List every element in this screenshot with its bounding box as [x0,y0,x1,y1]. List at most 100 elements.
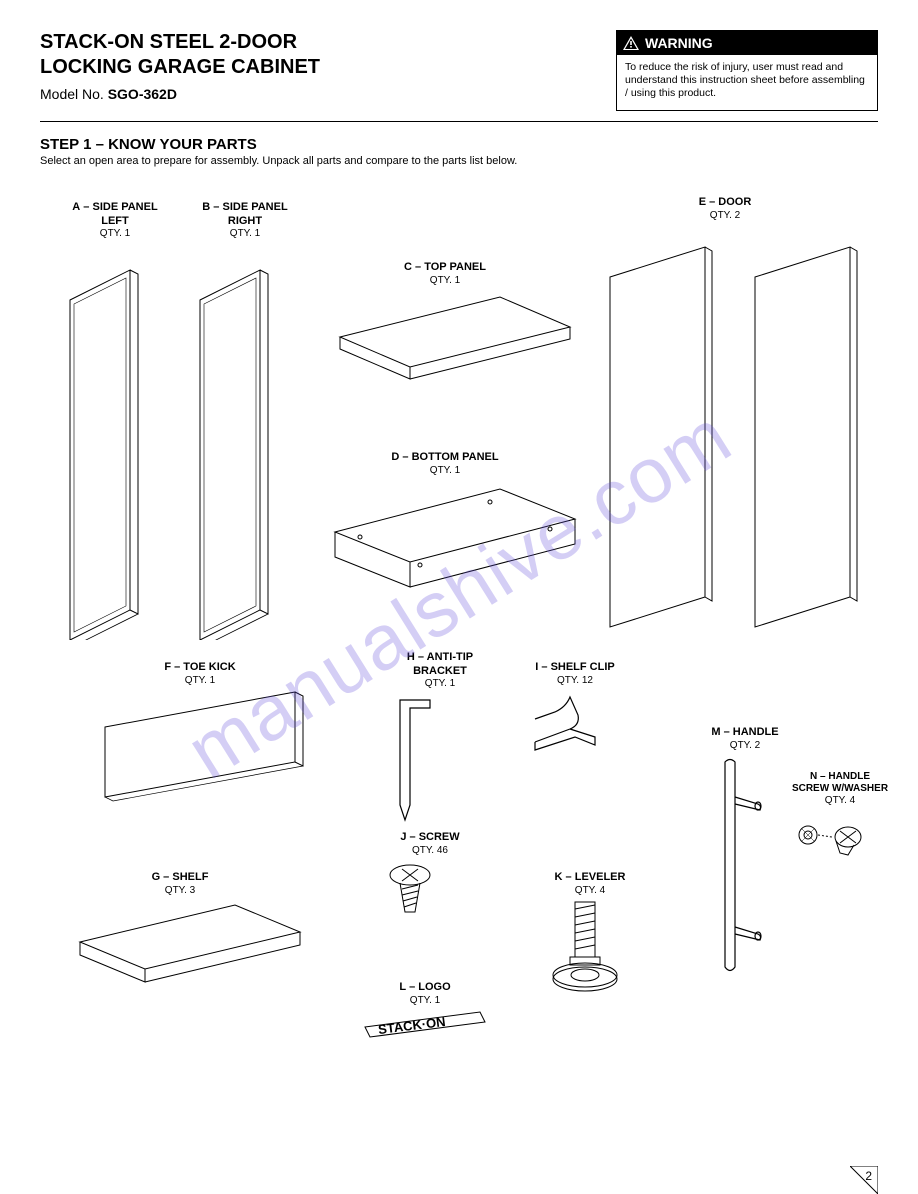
part-f-name: TOE KICK [183,661,235,673]
part-g-qty: 3 [190,885,196,896]
divider [40,121,878,122]
part-e-qty: 2 [735,210,741,221]
part-h-qty: 1 [450,678,456,689]
part-n-label: N – HANDLE SCREW W/WASHER QTY. 4 [790,771,890,807]
part-f-label: F – TOE KICK QTY. 1 [95,661,305,686]
part-d-qty: 1 [455,465,461,476]
part-b-name: SIDE PANEL RIGHT [222,201,287,226]
part-g-svg [70,897,310,1007]
part-d: D – BOTTOM PANEL QTY. 1 [325,451,585,616]
part-f: F – TOE KICK QTY. 1 [95,661,325,806]
svg-text:STACK·ON: STACK·ON [377,1013,446,1036]
part-g: G – SHELF QTY. 3 [70,871,310,1006]
part-c-qty: 1 [455,275,461,286]
part-c-svg [330,287,580,407]
part-k-svg [540,897,630,1007]
parts-diagram: A – SIDE PANEL LEFT QTY. 1 B – SIDE PANE… [40,171,878,1091]
part-l-id: L [399,981,406,993]
part-j-name: SCREW [419,831,460,843]
part-l-qty: 1 [435,995,441,1006]
part-a-id: A [72,201,80,213]
model-label: Model No. [40,86,104,102]
warning-icon [623,36,639,50]
part-m-qty: 2 [755,740,761,751]
product-title: STACK-ON STEEL 2-DOOR LOCKING GARAGE CAB… [40,30,320,80]
part-l-svg: STACK·ON [360,1007,500,1052]
part-f-qty: 1 [210,675,216,686]
warning-heading: WARNING [645,35,713,51]
warning-header: WARNING [617,31,877,55]
part-j-id: J [400,831,406,843]
page-number: 2 [865,1169,872,1183]
part-a: A – SIDE PANEL LEFT QTY. 1 [60,201,170,639]
part-i-id: I [535,661,538,673]
part-e-label: E – DOOR QTY. 2 [595,196,855,221]
part-e: E – DOOR QTY. 2 [595,196,875,631]
part-m: M – HANDLE QTY. 2 [700,726,790,981]
part-b: B – SIDE PANEL RIGHT QTY. 1 [190,201,300,639]
part-f-svg [95,687,325,807]
part-j: J – SCREW QTY. 46 [380,831,480,926]
part-e-id: E [699,196,706,208]
part-l-label: L – LOGO QTY. 1 [360,981,490,1006]
title-block: STACK-ON STEEL 2-DOOR LOCKING GARAGE CAB… [40,30,320,102]
part-b-qty: 1 [255,228,261,239]
part-m-label: M – HANDLE QTY. 2 [700,726,790,751]
part-b-svg [190,240,300,640]
part-m-svg [700,752,780,982]
part-c-name: TOP PANEL [424,261,486,273]
page: STACK-ON STEEL 2-DOOR LOCKING GARAGE CAB… [0,0,918,1188]
part-h-id: H [407,651,415,663]
part-b-label: B – SIDE PANEL RIGHT QTY. 1 [190,201,300,239]
part-j-label: J – SCREW QTY. 46 [380,831,480,856]
part-i-svg [520,687,610,767]
part-a-qty: 1 [125,228,131,239]
model-value: SGO-362D [108,86,177,102]
model-line: Model No. SGO-362D [40,86,320,102]
part-d-id: D [391,451,399,463]
part-i-qty: 12 [582,675,593,686]
part-m-name: HANDLE [733,726,779,738]
section-title: STEP 1 – KNOW YOUR PARTS [40,136,878,153]
part-c-label: C – TOP PANEL QTY. 1 [330,261,560,286]
part-j-qty: 46 [437,845,448,856]
part-j-svg [380,857,450,927]
part-n-id: N [810,771,817,782]
part-d-name: BOTTOM PANEL [412,451,499,463]
part-d-label: D – BOTTOM PANEL QTY. 1 [325,451,565,476]
part-c: C – TOP PANEL QTY. 1 [330,261,580,406]
part-g-label: G – SHELF QTY. 3 [70,871,290,896]
part-k-id: K [555,871,563,883]
part-i-label: I – SHELF CLIP QTY. 12 [520,661,630,686]
section-subtitle: Select an open area to prepare for assem… [40,155,878,167]
title-line-2: LOCKING GARAGE CABINET [40,56,320,78]
part-k-name: LEVELER [575,871,626,883]
part-a-svg [60,240,170,640]
header-row: STACK-ON STEEL 2-DOOR LOCKING GARAGE CAB… [40,30,878,111]
title-line-1: STACK-ON STEEL 2-DOOR [40,31,297,53]
part-h-svg [380,690,450,830]
part-h-label: H – ANTI-TIP BRACKET QTY. 1 [380,651,500,689]
part-k-qty: 4 [600,885,606,896]
part-a-label: A – SIDE PANEL LEFT QTY. 1 [60,201,170,239]
part-g-id: G [152,871,161,883]
part-g-name: SHELF [172,871,208,883]
part-e-name: DOOR [718,196,751,208]
part-f-id: F [164,661,171,673]
part-d-svg [325,477,585,617]
part-l: L – LOGO QTY. 1 STACK·ON [360,981,500,1051]
warning-box: WARNING To reduce the risk of injury, us… [616,30,878,111]
part-i-name: SHELF CLIP [551,661,615,673]
part-h: H – ANTI-TIP BRACKET QTY. 1 [380,651,500,829]
part-n-svg [790,807,880,867]
part-m-id: M [711,726,720,738]
part-b-id: B [202,201,210,213]
part-a-name: SIDE PANEL LEFT [92,201,157,226]
part-h-name: ANTI-TIP BRACKET [413,651,473,676]
page-corner-icon [850,1166,878,1194]
part-n: N – HANDLE SCREW W/WASHER QTY. 4 [790,771,890,867]
part-e-svg [595,222,875,632]
warning-body: To reduce the risk of injury, user must … [617,55,877,110]
part-n-qty: 4 [850,795,856,806]
part-n-name: HANDLE SCREW W/WASHER [792,771,888,794]
